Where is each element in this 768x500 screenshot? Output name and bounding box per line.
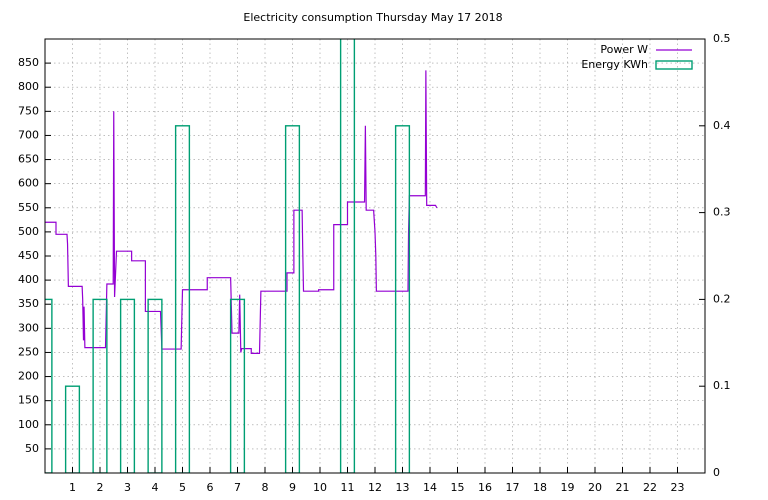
x-tick-label: 12 (368, 481, 382, 494)
x-tick-label: 22 (643, 481, 657, 494)
x-tick-label: 14 (423, 481, 437, 494)
x-tick-label: 11 (341, 481, 355, 494)
y2-tick-label: 0.2 (713, 292, 731, 305)
y-tick-label: 50 (25, 442, 39, 455)
x-tick-label: 10 (313, 481, 327, 494)
power-line (45, 70, 438, 355)
x-tick-label: 19 (561, 481, 575, 494)
y-tick-label: 750 (18, 104, 39, 117)
y-tick-label: 600 (18, 177, 39, 190)
x-tick-label: 8 (262, 481, 269, 494)
x-tick-label: 7 (234, 481, 241, 494)
energy-box (119, 298, 136, 473)
y-tick-label: 450 (18, 249, 39, 262)
y-tick-label: 400 (18, 273, 39, 286)
x-tick-label: 13 (396, 481, 410, 494)
x-tick-label: 9 (289, 481, 296, 494)
legend-label: Energy KWh (581, 58, 648, 71)
x-tick-label: 18 (533, 481, 547, 494)
x-tick-label: 1 (69, 481, 76, 494)
y-tick-label: 100 (18, 418, 39, 431)
y2-tick-label: 0.3 (713, 206, 731, 219)
y-tick-label: 200 (18, 370, 39, 383)
y-tick-label: 700 (18, 128, 39, 141)
y-tick-label: 500 (18, 225, 39, 238)
y-tick-label: 350 (18, 297, 39, 310)
energy-box (174, 125, 191, 473)
y-tick-label: 150 (18, 394, 39, 407)
legend-label: Power W (600, 43, 648, 56)
chart-title: Electricity consumption Thursday May 17 … (243, 11, 502, 24)
y-tick-label: 800 (18, 80, 39, 93)
y-tick-label: 550 (18, 201, 39, 214)
energy-box (394, 125, 411, 473)
legend-swatch (655, 60, 693, 70)
x-tick-label: 4 (152, 481, 159, 494)
x-tick-label: 3 (124, 481, 131, 494)
y2-tick-label: 0.5 (713, 32, 731, 45)
x-tick-label: 5 (179, 481, 186, 494)
energy-box (64, 385, 81, 473)
x-tick-label: 15 (451, 481, 465, 494)
y2-tick-label: 0.1 (713, 379, 731, 392)
energy-box (284, 125, 301, 473)
y-tick-label: 250 (18, 345, 39, 358)
y-tick-label: 850 (18, 56, 39, 69)
energy-box (147, 298, 163, 473)
plot-border (44, 38, 706, 474)
x-tick-label: 2 (97, 481, 104, 494)
energy-box (45, 298, 53, 473)
energy-box (92, 298, 108, 473)
x-tick-label: 6 (207, 481, 214, 494)
energy-box (229, 298, 246, 473)
y-tick-label: 650 (18, 153, 39, 166)
y2-tick-label: 0.4 (713, 119, 731, 132)
x-tick-label: 20 (588, 481, 602, 494)
x-tick-label: 21 (616, 481, 630, 494)
x-tick-label: 16 (478, 481, 492, 494)
y-tick-label: 300 (18, 321, 39, 334)
y2-tick-label: 0 (713, 466, 720, 479)
x-tick-label: 23 (671, 481, 685, 494)
x-tick-label: 17 (506, 481, 520, 494)
